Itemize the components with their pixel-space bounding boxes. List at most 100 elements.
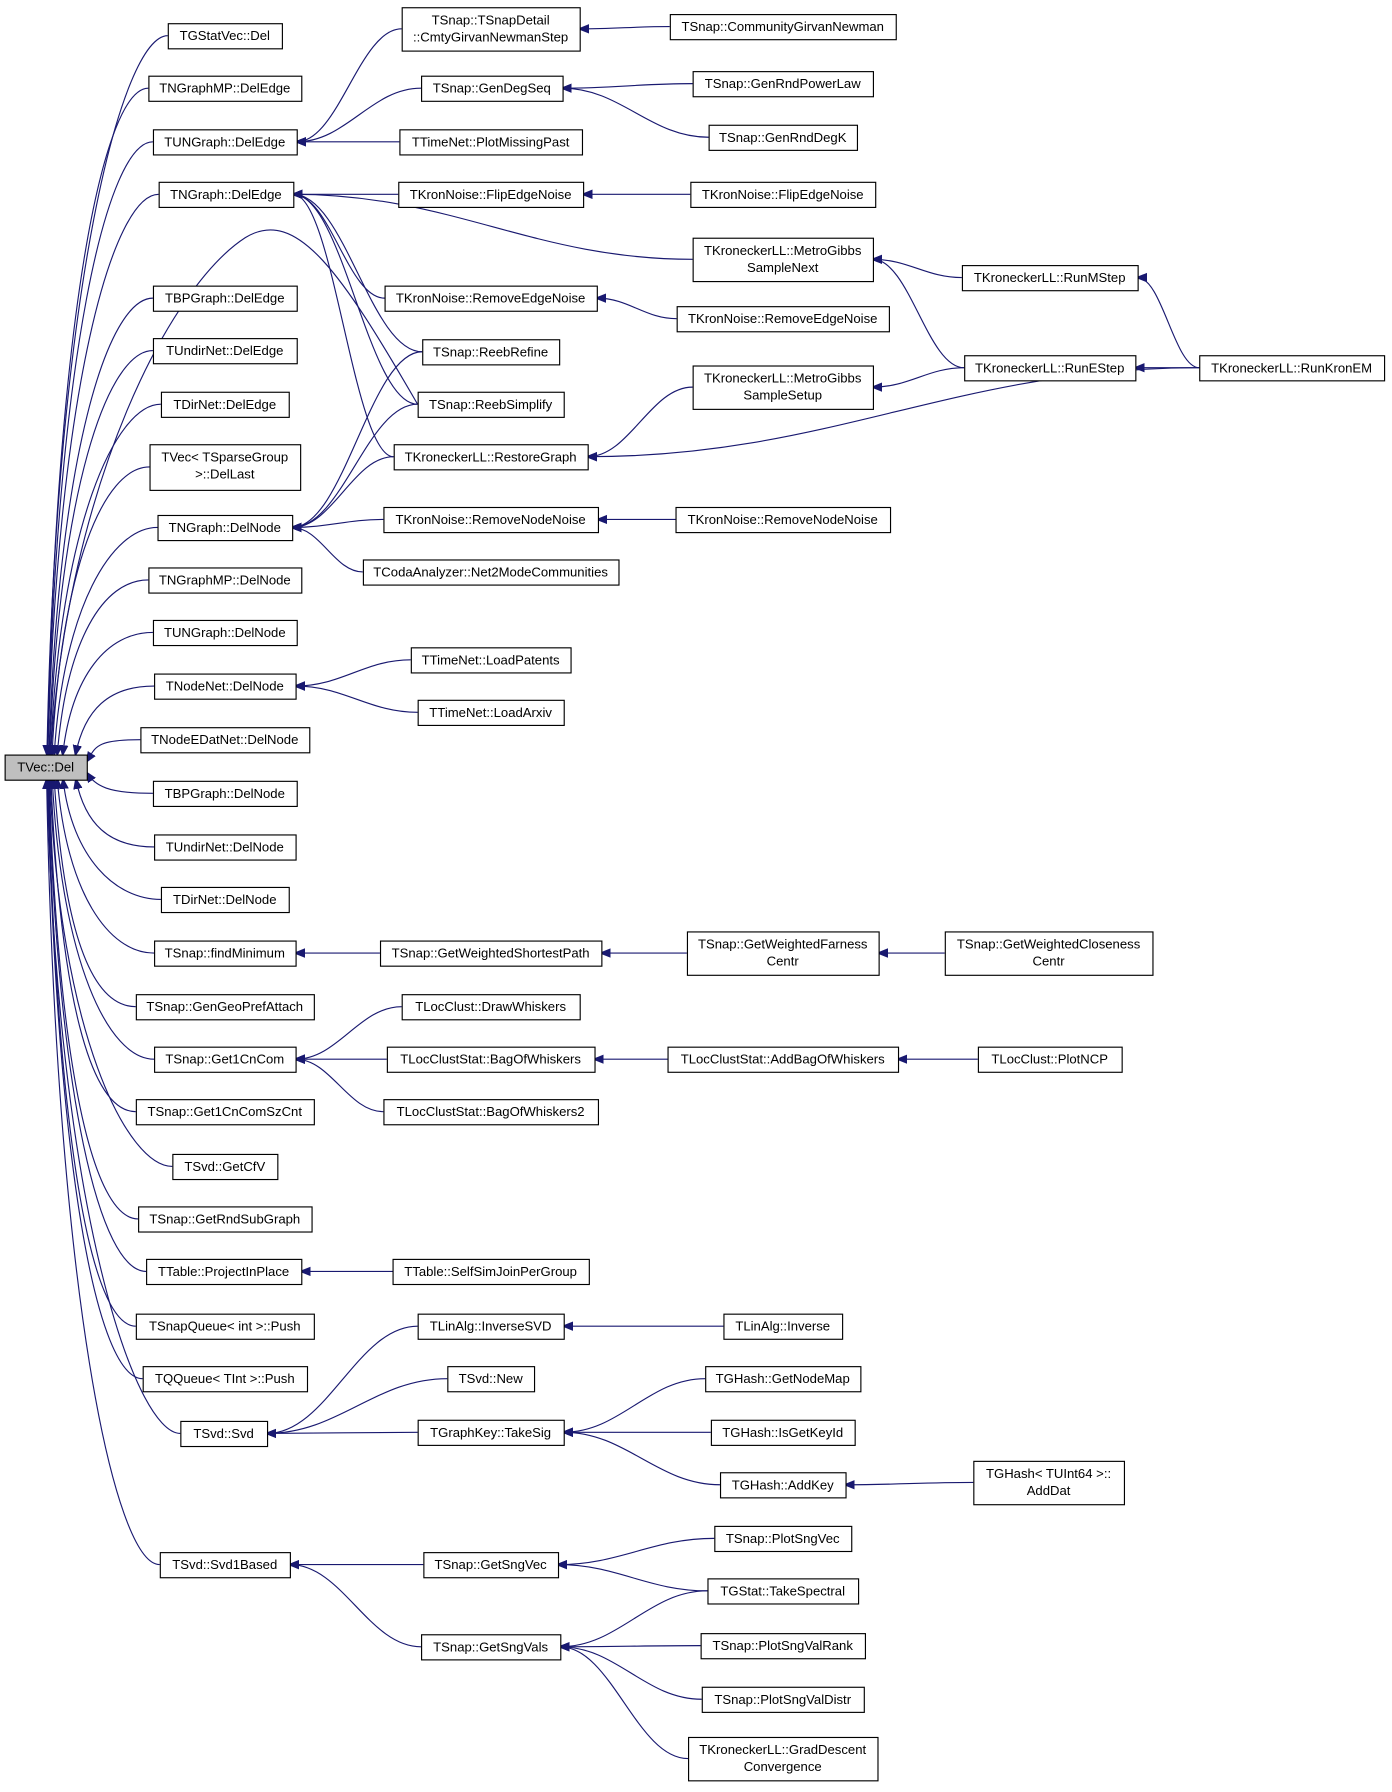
node-drawwhiskers[interactable]: TLocClust::DrawWhiskers [401, 994, 581, 1021]
node-snapqueue-push[interactable]: TSnapQueue< int >::Push [135, 1313, 315, 1340]
node-cmtygnstep[interactable]: TSnap::TSnapDetail::CmtyGirvanNewmanStep [401, 7, 581, 52]
node-svd1based[interactable]: TSvd::Svd1Based [159, 1552, 291, 1579]
node-vec-sparse-dellast[interactable]: TVec< TSparseGroup>::DelLast [149, 444, 302, 491]
node-genrnddegk[interactable]: TSnap::GenRndDegK [708, 124, 859, 151]
node-runestep[interactable]: TKroneckerLL::RunEStep [964, 355, 1137, 382]
node-plotmissingpast[interactable]: TTimeNet::PlotMissingPast [399, 129, 584, 156]
node-label: TSnap::CommunityGirvanNewman [681, 19, 884, 34]
node-label: TSnap::GenDegSeq [433, 81, 551, 96]
node-bagofwhiskers[interactable]: TLocClustStat::BagOfWhiskers [386, 1046, 596, 1073]
node-linalg-inverse[interactable]: TLinAlg::Inverse [723, 1313, 844, 1340]
node-ungraph-delnode[interactable]: TUNGraph::DelNode [152, 619, 298, 647]
edge-qqueue_push-to-vec_del [48, 780, 143, 1380]
node-flipedgenoise-b[interactable]: TKronNoise::FlipEdgeNoise [690, 181, 877, 208]
edge-svd_getcfv-to-vec_del [50, 780, 173, 1167]
node-plotncp[interactable]: TLocClust::PlotNCP [977, 1046, 1123, 1073]
edge-ngraphmp_deledge-to-vec_del [47, 87, 149, 754]
node-plotsngvec[interactable]: TSnap::PlotSngVec [714, 1525, 853, 1553]
node-loadpatents[interactable]: TTimeNet::LoadPatents [410, 647, 572, 674]
node-label: TSnap::PlotSngVec [726, 1531, 840, 1546]
node-box [157, 514, 294, 542]
node-dirnet-delnode[interactable]: TDirNet::DelNode [160, 886, 290, 914]
node-label: TSnap::GetRndSubGraph [149, 1211, 300, 1226]
node-runkronem[interactable]: TKroneckerLL::RunKronEM [1199, 355, 1386, 382]
node-getsngvals[interactable]: TSnap::GetSngVals [421, 1634, 562, 1661]
node-ngraphmp-delnode[interactable]: TNGraphMP::DelNode [148, 567, 303, 594]
node-box [447, 1366, 536, 1393]
node-svd-new[interactable]: TSvd::New [447, 1366, 536, 1393]
node-net2mode[interactable]: TCodaAnalyzer::Net2ModeCommunities [362, 559, 620, 586]
node-label: TSnap::GenGeoPrefAttach [146, 999, 303, 1014]
node-findminimum[interactable]: TSnap::findMinimum [154, 940, 297, 967]
node-addkdat[interactable]: TGHash< TUInt64 >::AddDat [973, 1460, 1126, 1506]
edge-addkey-to-takesig [564, 1432, 720, 1486]
node-loadarxiv[interactable]: TTimeNet::LoadArxiv [417, 699, 565, 726]
node-selfsimjoin[interactable]: TTable::SelfSimJoinPerGroup [392, 1258, 590, 1286]
edge-ungraph_deledge-to-vec_del [48, 141, 153, 755]
node-bagofwhiskers2[interactable]: TLocClustStat::BagOfWhiskers2 [383, 1099, 600, 1126]
node-label: TKronNoise::RemoveEdgeNoise [688, 311, 877, 326]
node-removeedgenoise-b[interactable]: TKronNoise::RemoveEdgeNoise [676, 306, 890, 333]
node-isgetkeyid[interactable]: TGHash::IsGetKeyId [710, 1419, 856, 1446]
node-addkey[interactable]: TGHash::AddKey [719, 1472, 847, 1499]
node-communitygn[interactable]: TSnap::CommunityGirvanNewman [669, 14, 897, 41]
node-inversesvd[interactable]: TLinAlg::InverseSVD [417, 1313, 565, 1340]
node-addbagofwhiskers[interactable]: TLocClustStat::AddBagOfWhiskers [667, 1046, 900, 1073]
node-svd-svd[interactable]: TSvd::Svd [180, 1420, 269, 1448]
node-label: TGHash::IsGetKeyId [722, 1425, 843, 1440]
node-dirnet-deledge[interactable]: TDirNet::DelEdge [160, 391, 290, 418]
node-get1cncom[interactable]: TSnap::Get1CnCom [154, 1046, 297, 1073]
node-bpgraph-deledge[interactable]: TBPGraph::DelEdge [152, 285, 298, 312]
node-runmstep[interactable]: TKroneckerLL::RunMStep [961, 265, 1139, 292]
node-ungraph-deledge[interactable]: TUNGraph::DelEdge [152, 129, 298, 156]
node-reebsimplify[interactable]: TSnap::ReebSimplify [417, 391, 565, 418]
node-undirnet-deledge[interactable]: TUndirNet::DelEdge [152, 338, 298, 365]
edge-bagofwhiskers2-to-get1cncom [296, 1059, 384, 1113]
node-box [135, 1099, 315, 1126]
node-bpgraph-delnode[interactable]: TBPGraph::DelNode [152, 780, 298, 808]
node-qqueue-push[interactable]: TQQueue< TInt >::Push [142, 1366, 309, 1393]
node-weightedshortestpath[interactable]: TSnap::GetWeightedShortestPath [379, 940, 603, 967]
node-box [964, 355, 1137, 382]
node-restoregraph[interactable]: TKroneckerLL::RestoreGraph [393, 444, 589, 471]
node-getnodemap[interactable]: TGHash::GetNodeMap [705, 1366, 862, 1393]
node-genrndpowerlaw[interactable]: TSnap::GenRndPowerLaw [692, 71, 874, 98]
node-flipedgenoise-a[interactable]: TKronNoise::FlipEdgeNoise [398, 181, 585, 208]
node-ngraph-delnode[interactable]: TNGraph::DelNode [157, 514, 294, 542]
node-vec-del[interactable]: TVec::Del [4, 754, 88, 781]
node-getsngvec[interactable]: TSnap::GetSngVec [423, 1552, 560, 1579]
node-ngraphmp-deledge[interactable]: TNGraphMP::DelEdge [148, 75, 303, 102]
node-gstatvec-del[interactable]: TGStatVec::Del [167, 23, 283, 50]
node-box [152, 619, 298, 647]
node-box [135, 994, 315, 1021]
node-ngraph-deledge[interactable]: TNGraph::DelEdge [158, 181, 295, 208]
node-undirnet-delnode[interactable]: TUndirNet::DelNode [154, 834, 297, 861]
node-removeedgenoise-a[interactable]: TKronNoise::RemoveEdgeNoise [384, 285, 598, 312]
node-get1cncomszcnt[interactable]: TSnap::Get1CnComSzCnt [135, 1099, 315, 1126]
node-nodenet-delnode[interactable]: TNodeNet::DelNode [154, 673, 297, 700]
node-removenodenoise-b[interactable]: TKronNoise::RemoveNodeNoise [675, 506, 892, 534]
node-getrndsubgraph[interactable]: TSnap::GetRndSubGraph [138, 1206, 313, 1233]
edge-plotsngvaldistr-to-getsngvals [560, 1647, 702, 1700]
node-plotsngvaldistr[interactable]: TSnap::PlotSngValDistr [701, 1686, 865, 1713]
node-reebrefine[interactable]: TSnap::ReebRefine [422, 339, 561, 366]
node-nodeedatnet-delnode[interactable]: TNodeEDatNet::DelNode [140, 727, 311, 754]
node-plotsngvalrank[interactable]: TSnap::PlotSngValRank [700, 1633, 867, 1660]
node-box [423, 1552, 560, 1579]
node-projectinplace[interactable]: TTable::ProjectInPlace [146, 1258, 303, 1286]
edge-graddescent-to-getsngvals [560, 1647, 689, 1760]
node-box [152, 285, 298, 312]
node-takesig[interactable]: TGraphKey::TakeSig [417, 1419, 565, 1446]
node-takespectral[interactable]: TGStat::TakeSpectral [707, 1578, 860, 1605]
node-gengeoprefattach[interactable]: TSnap::GenGeoPrefAttach [135, 994, 315, 1021]
edge-runkronem-to-runmstep [1138, 278, 1200, 369]
node-box [692, 71, 874, 98]
node-removenodenoise-a[interactable]: TKronNoise::RemoveNodeNoise [383, 506, 600, 534]
node-gendegseq[interactable]: TSnap::GenDegSeq [421, 75, 564, 102]
node-svd-getcfv[interactable]: TSvd::GetCfV [172, 1153, 279, 1181]
